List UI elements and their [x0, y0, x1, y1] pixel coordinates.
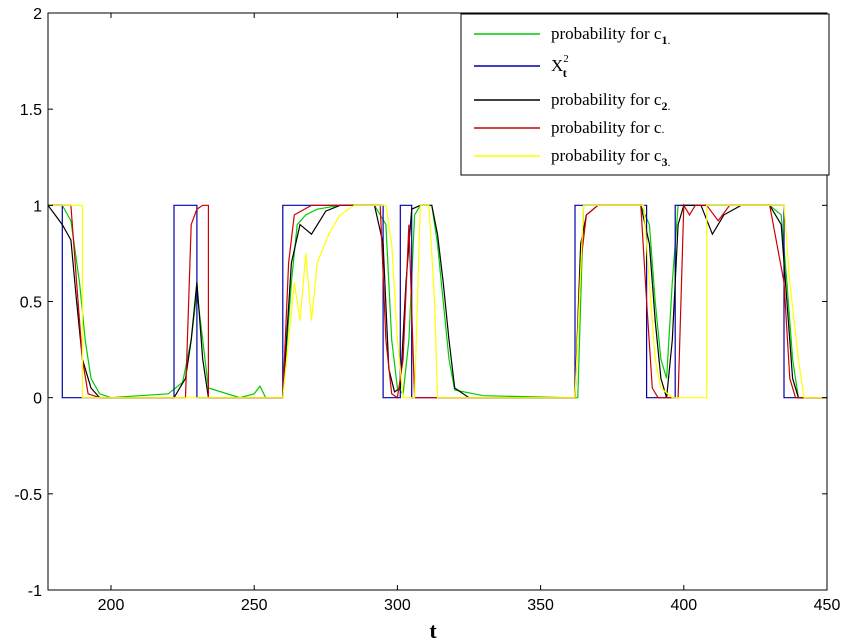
x-tick-label: 250	[241, 597, 268, 614]
legend-label-text: X	[551, 56, 563, 75]
legend-label-suffix: .	[667, 99, 670, 113]
x-tick-label: 200	[98, 597, 125, 614]
x-tick-label: 300	[384, 597, 411, 614]
legend-label-suffix: .	[667, 33, 670, 47]
axis-ticks: 200 250 300 350 400 450 2 1.5 1 0.5 0 -0.5 -1	[14, 6, 840, 614]
legend-label-c2: probability for c2.	[551, 90, 670, 113]
legend-label-c: probability for c.	[551, 118, 664, 137]
x-tick-label: 450	[814, 597, 841, 614]
legend-label-text: probability for c	[551, 118, 662, 137]
x-axis-label: t	[429, 618, 437, 643]
legend-label-c3: probability for c3.	[551, 146, 670, 169]
legend-label-x2: X2 t	[551, 53, 569, 80]
y-tick-label: 0	[33, 391, 42, 408]
legend-label-subscript: 1	[661, 33, 667, 47]
legend-label-subscript: 3	[661, 155, 667, 169]
y-tick-label: 2	[33, 6, 42, 23]
legend-label-subscript: t	[563, 66, 567, 80]
series-line-c3	[48, 204, 827, 399]
y-tick-label: 1.5	[20, 102, 42, 119]
legend-label-subscript: 2	[661, 99, 667, 113]
y-tick-label: 1	[33, 198, 42, 215]
legend-label-suffix: .	[667, 155, 670, 169]
y-tick-label: 0.5	[20, 295, 42, 312]
legend-box	[460, 13, 830, 176]
y-tick-label: -0.5	[14, 487, 42, 504]
series-layer	[47, 203, 827, 399]
legend-label-suffix: .	[661, 122, 664, 136]
legend-label-text: probability for c	[551, 146, 662, 165]
legend-label-text: probability for c	[551, 90, 662, 109]
legend-label-superscript: 2	[563, 53, 569, 65]
x-tick-label: 400	[670, 597, 697, 614]
legend-label-c1: probability for c1.	[551, 24, 670, 47]
x-tick-label: 350	[527, 597, 554, 614]
y-tick-label: -1	[28, 583, 42, 600]
series-line-x2	[48, 204, 827, 399]
series-line-c	[48, 203, 827, 399]
series-line-c2	[47, 204, 827, 399]
legend-label-text: probability for c	[551, 24, 662, 43]
